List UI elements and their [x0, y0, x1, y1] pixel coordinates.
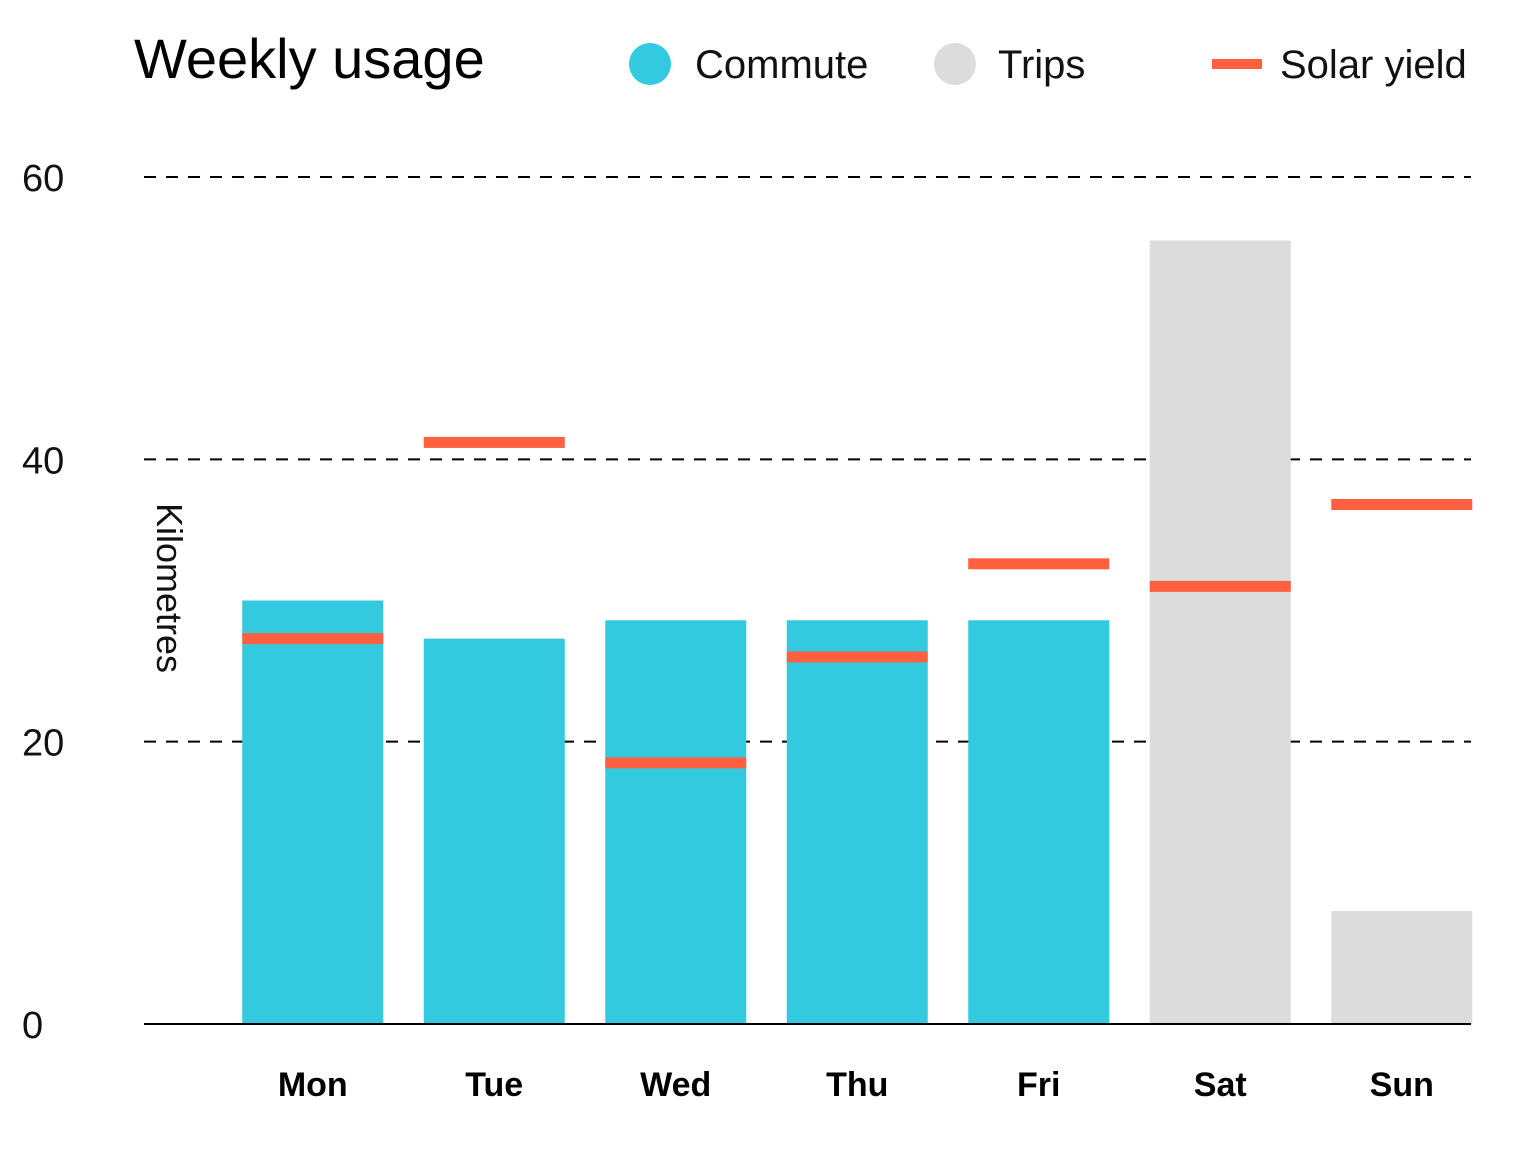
legend-label-commute: Commute	[695, 43, 868, 87]
x-tick-label-sat: Sat	[1194, 1066, 1247, 1104]
chart-title: Weekly usage	[134, 27, 485, 90]
y-tick-label-0: 0	[22, 1005, 43, 1047]
x-tick-label-mon: Mon	[278, 1066, 348, 1104]
y-tick-label-40: 40	[22, 440, 64, 482]
legend-label-trips: Trips	[998, 43, 1085, 87]
x-axis-ticks: Mon Tue Wed Thu Fri Sat Sun	[278, 1066, 1434, 1104]
legend-label-solar-yield: Solar yield	[1280, 43, 1467, 87]
bar-commute-mon	[242, 600, 384, 1024]
legend-swatch-solar-yield	[1212, 59, 1262, 69]
y-tick-label-60: 60	[22, 158, 64, 200]
bar-commute-tue	[423, 638, 565, 1024]
x-tick-label-thu: Thu	[826, 1066, 888, 1104]
x-tick-label-sun: Sun	[1370, 1066, 1434, 1104]
bar-commute-wed	[605, 620, 747, 1024]
legend-swatch-commute	[629, 43, 671, 85]
bar-trips-sun	[1331, 911, 1473, 1024]
marker-solar-yield-fri	[968, 558, 1110, 570]
bar-commute-fri	[968, 620, 1110, 1024]
legend: Commute Trips Solar yield	[629, 43, 1467, 87]
marker-solar-yield-thu	[786, 651, 928, 663]
x-tick-label-wed: Wed	[640, 1066, 711, 1104]
bar-trips-sat	[1149, 240, 1291, 1024]
y-tick-label-20: 20	[22, 723, 64, 765]
bars	[242, 240, 1473, 1024]
marker-solar-yield-mon	[242, 633, 384, 645]
marker-solar-yield-wed	[605, 757, 747, 769]
y-axis-label: Kilometres	[149, 503, 190, 673]
marker-solar-yield-sun	[1331, 499, 1473, 511]
bar-commute-thu	[786, 620, 928, 1024]
y-axis-ticks: 0 20 40 60	[22, 158, 64, 1047]
x-tick-label-fri: Fri	[1017, 1066, 1060, 1104]
marker-solar-yield-sat	[1149, 580, 1291, 592]
x-tick-label-tue: Tue	[465, 1066, 523, 1104]
solar-yield-markers	[242, 436, 1473, 769]
legend-swatch-trips	[934, 43, 976, 85]
marker-solar-yield-tue	[423, 436, 565, 448]
